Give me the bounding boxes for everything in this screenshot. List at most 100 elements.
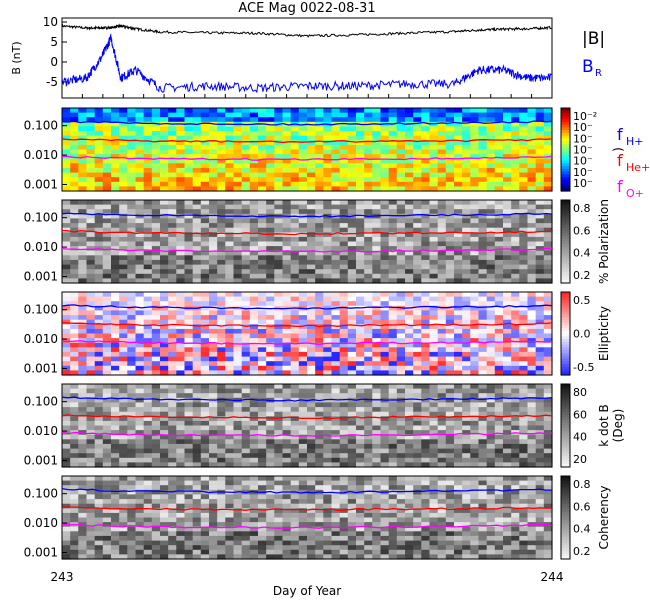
heatmap-cell: [486, 443, 496, 450]
heatmap-cell: [168, 526, 177, 532]
heatmap-cell: [127, 338, 137, 344]
heatmap-cell: [388, 328, 398, 335]
colorbar-segment: [561, 255, 570, 259]
heatmap-cell: [143, 292, 153, 298]
heatmap-cell: [364, 246, 373, 252]
heatmap-cell: [429, 361, 439, 367]
heatmap-cell: [503, 434, 512, 440]
heatmap-cell: [192, 259, 202, 266]
colorbar-segment: [561, 292, 570, 296]
heatmap-cell: [94, 448, 104, 454]
heatmap-cell: [331, 384, 341, 390]
heatmap-cell: [494, 250, 504, 256]
heatmap-cell: [429, 232, 439, 238]
heatmap-cell: [339, 181, 349, 187]
heatmap-cell: [94, 273, 104, 279]
heatmap-cell: [209, 448, 218, 454]
heatmap-cell: [200, 526, 210, 532]
heatmap-cell: [143, 453, 153, 459]
heatmap-cell: [102, 209, 112, 215]
heatmap-cell: [102, 499, 112, 505]
heatmap-cell: [462, 167, 471, 174]
heatmap-cell: [503, 209, 512, 215]
heatmap-cell: [209, 301, 218, 307]
heatmap-cell: [102, 232, 112, 238]
y-tick-label: 0.001: [24, 453, 58, 467]
heatmap-cell: [331, 402, 341, 408]
heatmap-cell: [274, 218, 284, 224]
heatmap-cell: [209, 457, 218, 463]
heatmap-cell: [225, 554, 235, 560]
heatmap-cell: [119, 328, 128, 335]
heatmap-cell: [470, 121, 480, 127]
heatmap-cell: [396, 347, 406, 353]
heatmap-cell: [127, 476, 137, 482]
heatmap-cell: [388, 108, 398, 114]
heatmap-cell: [200, 351, 210, 358]
heatmap-cell: [176, 315, 186, 321]
heatmap-cell: [421, 388, 431, 394]
heatmap-cell: [70, 135, 79, 141]
heatmap-cell: [184, 361, 194, 367]
heatmap-cell: [111, 292, 120, 298]
heatmap-cell: [511, 434, 520, 440]
heatmap-cell: [62, 347, 71, 353]
heatmap-cell: [225, 476, 235, 482]
heatmap-cell: [102, 163, 112, 169]
heatmap-cell: [470, 416, 480, 422]
heatmap-cell: [511, 126, 520, 132]
heatmap-cell: [454, 255, 463, 261]
heatmap-cell: [184, 554, 194, 560]
heatmap-cell: [307, 259, 316, 266]
heatmap-cell: [192, 310, 202, 316]
heatmap-cell: [282, 223, 292, 229]
heatmap-cell: [543, 259, 553, 266]
heatmap-cell: [543, 117, 553, 123]
heatmap-cell: [70, 241, 79, 247]
heatmap-cell: [143, 149, 153, 155]
heatmap-cell: [494, 434, 504, 440]
heatmap-cell: [380, 167, 390, 174]
heatmap-cell: [323, 310, 333, 316]
heatmap-cell: [437, 204, 447, 210]
heatmap-cell: [127, 131, 137, 137]
heatmap-cell: [478, 457, 488, 463]
heatmap-cell: [454, 292, 463, 298]
heatmap-cell: [494, 177, 504, 183]
heatmap-cell: [454, 319, 463, 325]
y-tick-label: 0.010: [24, 332, 58, 346]
heatmap-cell: [266, 448, 275, 454]
heatmap-cell: [127, 333, 137, 339]
heatmap-cell: [225, 485, 235, 491]
heatmap-cell: [176, 301, 186, 307]
heatmap-cell: [111, 347, 120, 353]
heatmap-cell: [160, 117, 169, 123]
heatmap-cell: [396, 121, 406, 127]
heatmap-cell: [454, 259, 463, 266]
heatmap-cell: [470, 328, 480, 335]
heatmap-cell: [78, 121, 88, 127]
heatmap-cell: [160, 181, 169, 187]
heatmap-cell: [78, 324, 88, 330]
heatmap-cell: [217, 333, 226, 339]
heatmap-cell: [143, 154, 153, 160]
heatmap-cell: [143, 144, 153, 151]
heatmap-cell: [78, 112, 88, 118]
heatmap-cell: [200, 246, 210, 252]
heatmap-cell: [396, 204, 406, 210]
heatmap-cell: [78, 167, 88, 174]
heatmap-cell: [339, 393, 349, 399]
heatmap-cell: [78, 356, 88, 362]
heatmap-cell: [209, 140, 218, 146]
heatmap-cell: [143, 402, 153, 408]
heatmap-cell: [233, 204, 243, 210]
heatmap-cell: [266, 269, 275, 275]
heatmap-cell: [184, 140, 194, 146]
heatmap-cell: [86, 108, 96, 114]
heatmap-cell: [503, 255, 512, 261]
heatmap-cell: [78, 503, 88, 509]
heatmap-cell: [233, 278, 243, 284]
heatmap-cell: [258, 503, 267, 509]
heatmap-cell: [78, 163, 88, 169]
heatmap-cell: [396, 319, 406, 325]
